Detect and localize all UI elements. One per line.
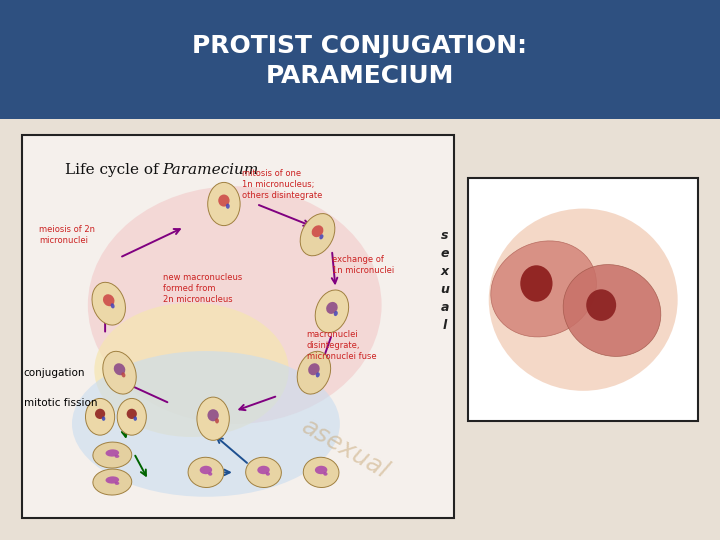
Ellipse shape: [521, 265, 552, 302]
Text: mitosis of one
1n micronucleus;
others disintegrate: mitosis of one 1n micronucleus; others d…: [242, 169, 323, 200]
Ellipse shape: [563, 265, 661, 356]
Text: meiosis of 2n
micronuclei: meiosis of 2n micronuclei: [39, 225, 95, 245]
Ellipse shape: [114, 455, 120, 458]
Ellipse shape: [88, 186, 382, 424]
Ellipse shape: [207, 409, 219, 421]
Ellipse shape: [92, 282, 125, 325]
Ellipse shape: [114, 363, 125, 375]
Ellipse shape: [106, 449, 119, 457]
FancyBboxPatch shape: [468, 178, 698, 421]
Ellipse shape: [103, 294, 114, 306]
Ellipse shape: [188, 457, 224, 488]
Text: exchange of
1n micronuclei: exchange of 1n micronuclei: [332, 255, 394, 275]
Ellipse shape: [246, 457, 282, 488]
Text: s
e
x
u
a
l: s e x u a l: [441, 229, 449, 332]
Ellipse shape: [127, 409, 137, 419]
Ellipse shape: [303, 457, 339, 488]
Ellipse shape: [95, 409, 105, 419]
Ellipse shape: [489, 208, 678, 391]
Ellipse shape: [133, 416, 137, 421]
Ellipse shape: [122, 372, 125, 377]
Text: PROTIST CONJUGATION:: PROTIST CONJUGATION:: [192, 34, 528, 58]
Ellipse shape: [297, 352, 330, 394]
Ellipse shape: [72, 351, 340, 497]
Text: new macronucleus
formed from
2n micronucleus: new macronucleus formed from 2n micronuc…: [163, 273, 242, 304]
Ellipse shape: [208, 472, 212, 476]
Ellipse shape: [102, 416, 105, 421]
Text: macronuclei
disintegrate,
micronuclei fuse: macronuclei disintegrate, micronuclei fu…: [307, 330, 377, 361]
Ellipse shape: [257, 465, 270, 474]
Ellipse shape: [266, 472, 270, 476]
Ellipse shape: [326, 302, 338, 314]
Ellipse shape: [323, 472, 328, 476]
FancyBboxPatch shape: [0, 0, 720, 119]
Ellipse shape: [300, 214, 335, 256]
Ellipse shape: [93, 469, 132, 495]
FancyBboxPatch shape: [22, 135, 454, 518]
Ellipse shape: [491, 241, 596, 337]
Ellipse shape: [117, 399, 146, 435]
Ellipse shape: [199, 465, 212, 474]
Ellipse shape: [308, 363, 320, 375]
Ellipse shape: [197, 397, 230, 440]
Ellipse shape: [93, 442, 132, 468]
Text: asexual: asexual: [297, 415, 394, 484]
Ellipse shape: [315, 465, 328, 474]
Ellipse shape: [86, 399, 114, 435]
Ellipse shape: [111, 303, 114, 308]
Ellipse shape: [103, 352, 136, 394]
Ellipse shape: [586, 289, 616, 321]
Ellipse shape: [226, 204, 230, 209]
Text: Paramecium: Paramecium: [162, 163, 258, 177]
Text: PARAMECIUM: PARAMECIUM: [266, 64, 454, 87]
Ellipse shape: [215, 418, 219, 423]
Ellipse shape: [208, 183, 240, 226]
Ellipse shape: [315, 290, 348, 333]
Text: mitotic fission: mitotic fission: [24, 399, 97, 408]
Ellipse shape: [94, 303, 289, 437]
Ellipse shape: [316, 372, 320, 377]
Ellipse shape: [106, 476, 119, 484]
Ellipse shape: [218, 194, 230, 207]
Ellipse shape: [114, 482, 120, 485]
Ellipse shape: [334, 311, 338, 316]
Ellipse shape: [320, 234, 323, 239]
Text: conjugation: conjugation: [24, 368, 85, 377]
Ellipse shape: [312, 225, 323, 237]
Text: Life cycle of: Life cycle of: [65, 163, 163, 177]
